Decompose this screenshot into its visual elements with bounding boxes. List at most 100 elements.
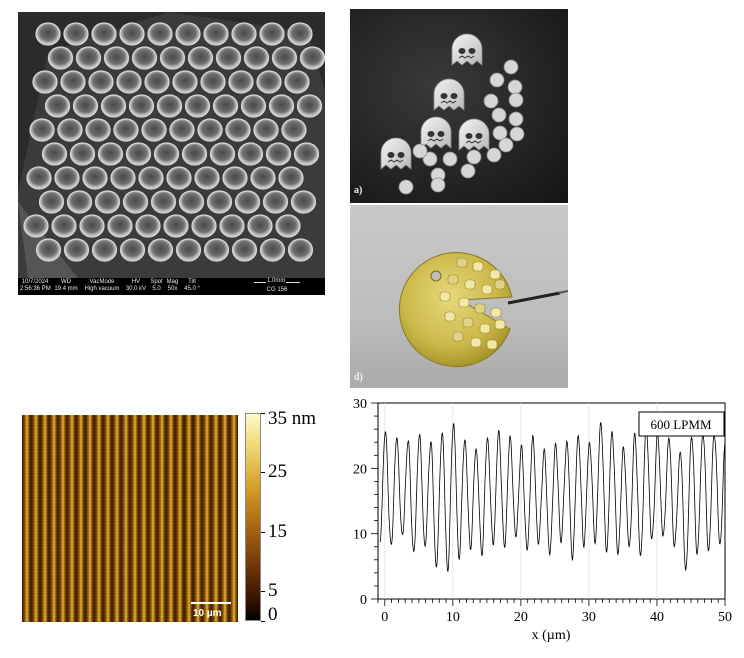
sem-cell	[131, 46, 158, 70]
disk-feature	[447, 274, 459, 285]
sem-cell	[175, 238, 202, 262]
y-tick-label: 20	[353, 462, 367, 477]
sem-cell	[119, 238, 146, 262]
sem-cell	[169, 118, 195, 142]
colorbar-label: 5	[268, 580, 278, 602]
sem-cell	[85, 118, 111, 142]
sem-cell	[259, 238, 286, 262]
sem-cell	[219, 214, 245, 238]
photo-d-image	[398, 252, 568, 368]
sem-mag: Mag 50x	[166, 279, 179, 292]
sem-cell	[275, 214, 301, 238]
sem-cell	[125, 142, 152, 166]
sem-cell	[284, 70, 310, 94]
sem-cell	[35, 22, 61, 46]
sem-cell	[103, 46, 130, 70]
disk-feature	[456, 257, 468, 268]
disk-feature	[490, 307, 502, 318]
sem-cell	[147, 238, 174, 262]
sem-databar: 10/7/2024 2:56:36 PM WD 19.4 mm VacMode Hig…	[18, 278, 325, 295]
sem-cell	[184, 94, 211, 118]
x-tick-label: 10	[446, 610, 460, 625]
profile-series-line	[379, 422, 726, 572]
sem-cell	[60, 70, 86, 94]
ghost-piece	[451, 33, 483, 66]
sem-cell	[265, 142, 292, 166]
colorbar-tick	[261, 531, 265, 533]
profile-chart: 0 10 20 30 40 50 0 10 20 30 600 LPMM x (µm)	[353, 398, 732, 643]
sem-cell	[256, 70, 282, 94]
panel-letter-a: a)	[354, 185, 363, 196]
sem-cell	[209, 142, 236, 166]
sem-cell	[29, 118, 55, 142]
sem-cell	[63, 238, 90, 262]
disk-feature	[470, 337, 482, 348]
afm-scale-label: 10 µm	[193, 608, 222, 619]
disk-feature	[479, 323, 491, 334]
disk-feature	[462, 317, 474, 328]
sem-cell	[194, 166, 220, 190]
afm-colorbar	[245, 413, 261, 621]
sem-cell	[119, 22, 145, 46]
y-tick-label: 0	[360, 593, 367, 608]
sem-scale-label: 1.0mm	[266, 278, 287, 285]
sem-cell	[110, 166, 136, 190]
disk-feature	[439, 291, 451, 302]
sem-cell	[240, 94, 267, 118]
disk-feature	[472, 261, 484, 272]
dot-piece	[486, 147, 502, 163]
sem-cell	[153, 142, 180, 166]
sem-cell	[206, 190, 233, 214]
sem-cell	[172, 70, 198, 94]
sem-cell	[91, 22, 117, 46]
sem-cell	[88, 70, 114, 94]
disk-feature	[464, 279, 476, 290]
sem-cell	[44, 94, 71, 118]
x-tick-label: 30	[582, 610, 596, 625]
sem-cell	[163, 214, 189, 238]
sem-cell	[156, 94, 183, 118]
dot-piece	[491, 107, 507, 123]
sem-cell	[243, 46, 270, 70]
dot-piece	[503, 59, 519, 75]
disk-feature	[494, 319, 506, 330]
x-axis-label: x (µm)	[532, 628, 571, 643]
sem-cell	[290, 190, 317, 214]
sem-cell	[135, 214, 161, 238]
colorbar-label: 0	[268, 604, 278, 625]
legend-label: 600 LPMM	[650, 417, 711, 432]
sem-cell	[100, 94, 127, 118]
sem-cell	[107, 214, 133, 238]
sem-cell	[57, 118, 83, 142]
sem-cell	[47, 46, 74, 70]
disk-feature	[489, 269, 501, 280]
sem-cell	[150, 190, 177, 214]
sem-wd: WD 19.4 mm	[54, 279, 78, 292]
photo-pacman-disk: d)	[350, 205, 568, 388]
sem-cell	[271, 46, 298, 70]
sem-spot: Spot 5.0	[150, 279, 163, 292]
sem-cell	[234, 190, 261, 214]
disk-feature	[452, 331, 464, 342]
photo-a-image	[380, 33, 525, 195]
sem-cell	[299, 46, 325, 70]
sem-cell	[41, 142, 68, 166]
dot-piece	[507, 79, 523, 95]
x-tick-label: 50	[718, 610, 732, 625]
colorbar-label: 25	[268, 461, 287, 483]
ghost-piece	[380, 137, 412, 170]
sem-cell	[51, 214, 77, 238]
plot-ticks: 0 10 20 30 40 50 0 10 20 30	[353, 398, 732, 625]
sem-cell	[231, 238, 258, 262]
dot-piece	[412, 143, 428, 159]
sem-cell	[203, 238, 230, 262]
panel-letter-d: d)	[354, 372, 363, 383]
afm-texture	[22, 415, 238, 622]
dot-piece	[498, 137, 514, 153]
sem-cell	[287, 22, 313, 46]
dot-piece	[466, 149, 482, 165]
sem-cell	[287, 238, 314, 262]
y-tick-label: 30	[353, 398, 367, 412]
ghost-piece	[458, 118, 490, 151]
colorbar-label: 15	[268, 520, 287, 542]
